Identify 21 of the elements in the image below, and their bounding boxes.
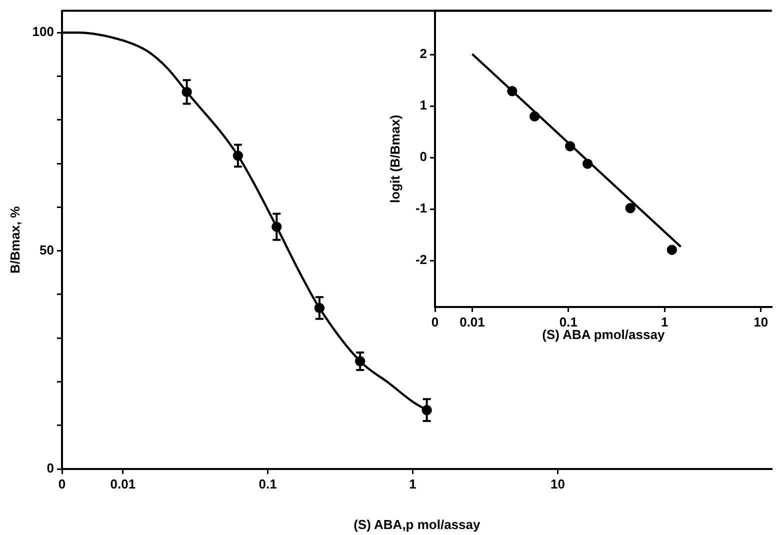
y-tick-label: 2 bbox=[420, 46, 427, 62]
y-tick-label: 50 bbox=[40, 242, 54, 258]
x-tick-label: 0.1 bbox=[559, 314, 578, 330]
x-tick-label: 10 bbox=[550, 476, 565, 492]
y-axis-title: logit (B/Bmax) bbox=[387, 114, 402, 203]
x-axis-title: (S) ABA pmol/assay bbox=[542, 326, 666, 342]
y-axis-title: B/Bmax, % bbox=[7, 206, 22, 274]
x-axis-title: (S) ABA,p mol/assay bbox=[354, 516, 481, 532]
y-tick-label: 100 bbox=[32, 24, 54, 40]
x-tick-label: 0.01 bbox=[110, 476, 136, 492]
y-tick-label: -2 bbox=[415, 252, 427, 268]
x-tick-label: 0 bbox=[58, 476, 66, 492]
y-tick-label: 0 bbox=[46, 460, 54, 476]
x-tick-label: 0.01 bbox=[460, 314, 485, 330]
x-tick-label: 0 bbox=[431, 314, 439, 330]
y-tick-label: -1 bbox=[415, 200, 427, 216]
y-tick-label: 0 bbox=[420, 149, 427, 164]
y-tick-label: 1 bbox=[420, 98, 427, 113]
x-tick-label: 10 bbox=[754, 314, 768, 330]
x-tick-label: 1 bbox=[661, 314, 668, 330]
x-tick-label: 0.1 bbox=[258, 476, 277, 492]
